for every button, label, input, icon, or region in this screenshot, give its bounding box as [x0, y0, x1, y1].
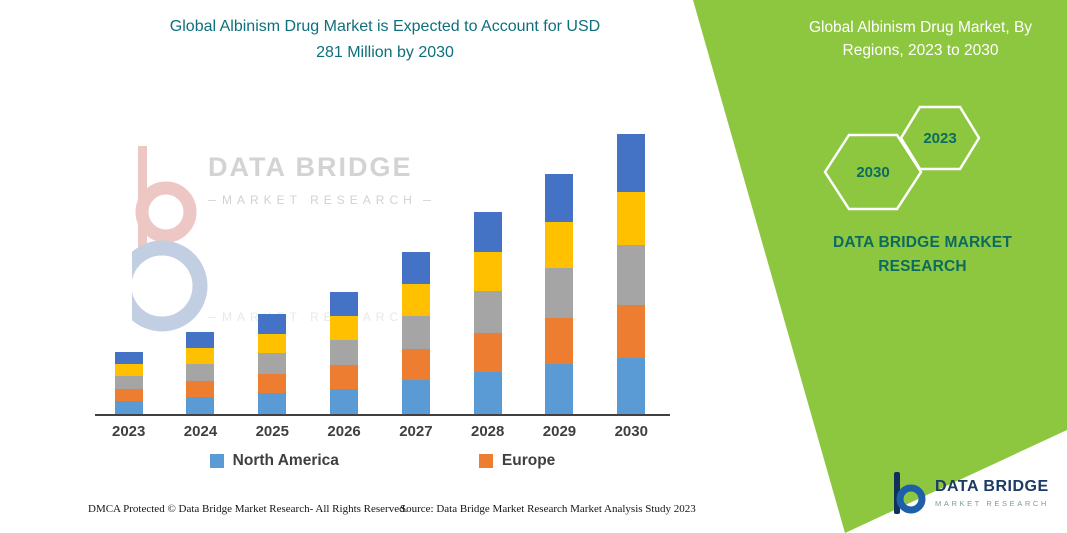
segment-region-4-yellow-unlabeled-2024	[186, 348, 215, 364]
segment-region-5-dark-blue-unlabeled-2025	[258, 314, 287, 334]
bar-column-2028: 2028	[471, 130, 504, 442]
segment-region-3-gray-unlabeled-2027	[401, 316, 430, 349]
segment-region-4-yellow-unlabeled-2027	[401, 284, 430, 316]
legend-label-north-america: North America	[232, 452, 339, 469]
segment-north-america-2026	[330, 389, 359, 415]
hexagons-graphic	[823, 105, 981, 211]
legend: North America Europe	[95, 452, 670, 470]
bar-2023	[114, 352, 143, 415]
segment-europe-2023	[114, 389, 143, 401]
segment-region-4-yellow-unlabeled-2029	[545, 222, 574, 268]
x-axis-label-2023: 2023	[112, 423, 146, 440]
x-axis-label-2025: 2025	[255, 423, 289, 440]
segment-region-3-gray-unlabeled-2023	[114, 376, 143, 389]
page-title-line2: 281 Million by 2030	[316, 43, 454, 61]
x-axis-label-2026: 2026	[327, 423, 361, 440]
bar-column-2025: 2025	[256, 130, 289, 442]
x-axis-label-2030: 2030	[614, 423, 648, 440]
bar-chart: 2023 2024 2025 2026 2027 2028 2029 2030	[100, 130, 660, 442]
bar-2026	[330, 292, 359, 415]
footer-logo: DATA BRIDGE MARKET RESEARCH	[893, 472, 1049, 514]
bar-2025	[258, 314, 287, 415]
segment-region-5-dark-blue-unlabeled-2026	[330, 292, 359, 316]
x-axis-label-2029: 2029	[542, 423, 577, 440]
segment-region-3-gray-unlabeled-2030	[617, 245, 646, 305]
bar-2024	[186, 332, 215, 415]
segment-europe-2028	[473, 333, 502, 372]
hexagon-2023-outline	[899, 105, 981, 171]
segment-region-3-gray-unlabeled-2029	[545, 268, 574, 318]
segment-region-3-gray-unlabeled-2026	[330, 340, 359, 365]
segment-north-america-2029	[545, 364, 574, 415]
bar-2028	[473, 212, 502, 415]
footer-logo-text: DATA BRIDGE MARKET RESEARCH	[935, 478, 1049, 508]
segment-europe-2024	[186, 381, 215, 397]
segment-europe-2027	[401, 349, 430, 380]
bar-column-2023: 2023	[112, 130, 145, 442]
bar-column-2026: 2026	[327, 130, 361, 442]
panel-brand-text: DATA BRIDGE MARKET RESEARCH	[833, 234, 1012, 276]
segment-region-5-dark-blue-unlabeled-2029	[545, 174, 574, 222]
segment-region-3-gray-unlabeled-2025	[258, 353, 287, 374]
footer-logo-sub: MARKET RESEARCH	[935, 499, 1049, 508]
hexagon-year-2030: 2030	[856, 164, 890, 181]
segment-region-3-gray-unlabeled-2028	[473, 291, 502, 333]
page-title-line1: Global Albinism Drug Market is Expected …	[169, 18, 601, 35]
hexagon-2030-outline	[823, 133, 923, 211]
segment-north-america-2024	[186, 397, 215, 415]
data-bridge-logo-icon	[894, 472, 926, 514]
segment-north-america-2025	[258, 393, 287, 415]
x-axis-label-2027: 2027	[399, 423, 433, 440]
segment-region-4-yellow-unlabeled-2028	[473, 252, 502, 291]
segment-region-4-yellow-unlabeled-2030	[617, 192, 646, 245]
segment-region-5-dark-blue-unlabeled-2027	[401, 252, 430, 284]
segment-north-america-2027	[401, 380, 430, 415]
segment-north-america-2028	[473, 372, 502, 415]
segment-region-5-dark-blue-unlabeled-2023	[114, 352, 143, 364]
hexagon-year-2023: 2023	[923, 130, 957, 147]
legend-item-north-america: North America	[209, 452, 339, 470]
segment-europe-2029	[545, 318, 574, 364]
legend-label-europe: Europe	[501, 452, 556, 469]
legend-swatch-north-america	[209, 454, 224, 468]
x-axis-label-2028: 2028	[470, 423, 505, 440]
source-note: Source: Data Bridge Market Research Mark…	[400, 503, 696, 515]
segment-europe-2026	[330, 365, 359, 389]
bar-column-2029: 2029	[543, 130, 576, 442]
segment-region-3-gray-unlabeled-2024	[186, 364, 215, 381]
segment-region-4-yellow-unlabeled-2025	[258, 334, 287, 353]
segment-region-5-dark-blue-unlabeled-2028	[473, 212, 502, 252]
bar-column-2030: 2030	[615, 130, 648, 442]
segment-region-5-dark-blue-unlabeled-2030	[617, 134, 646, 192]
legend-item-europe: Europe	[478, 452, 556, 470]
segment-region-4-yellow-unlabeled-2023	[114, 364, 143, 376]
bar-2029	[545, 174, 574, 415]
panel-heading: Global Albinism Drug Market, By Regions,…	[808, 19, 1033, 60]
bar-2030	[617, 134, 646, 415]
dmca-notice: DMCA Protected © Data Bridge Market Rese…	[88, 503, 408, 515]
bar-column-2027: 2027	[399, 130, 433, 442]
footer-logo-brand: DATA BRIDGE	[935, 478, 1049, 495]
x-axis-line	[95, 414, 670, 416]
segment-europe-2025	[258, 374, 287, 393]
legend-swatch-europe	[478, 454, 493, 468]
segment-europe-2030	[617, 305, 646, 358]
segment-region-4-yellow-unlabeled-2026	[330, 316, 359, 340]
segment-region-5-dark-blue-unlabeled-2024	[186, 332, 215, 348]
segment-north-america-2023	[114, 401, 143, 415]
x-axis-label-2024: 2024	[183, 423, 218, 440]
bar-column-2024: 2024	[184, 130, 217, 442]
bar-2027	[401, 252, 430, 415]
segment-north-america-2030	[617, 358, 646, 415]
page-title: Global Albinism Drug Market is Expected …	[40, 14, 730, 65]
